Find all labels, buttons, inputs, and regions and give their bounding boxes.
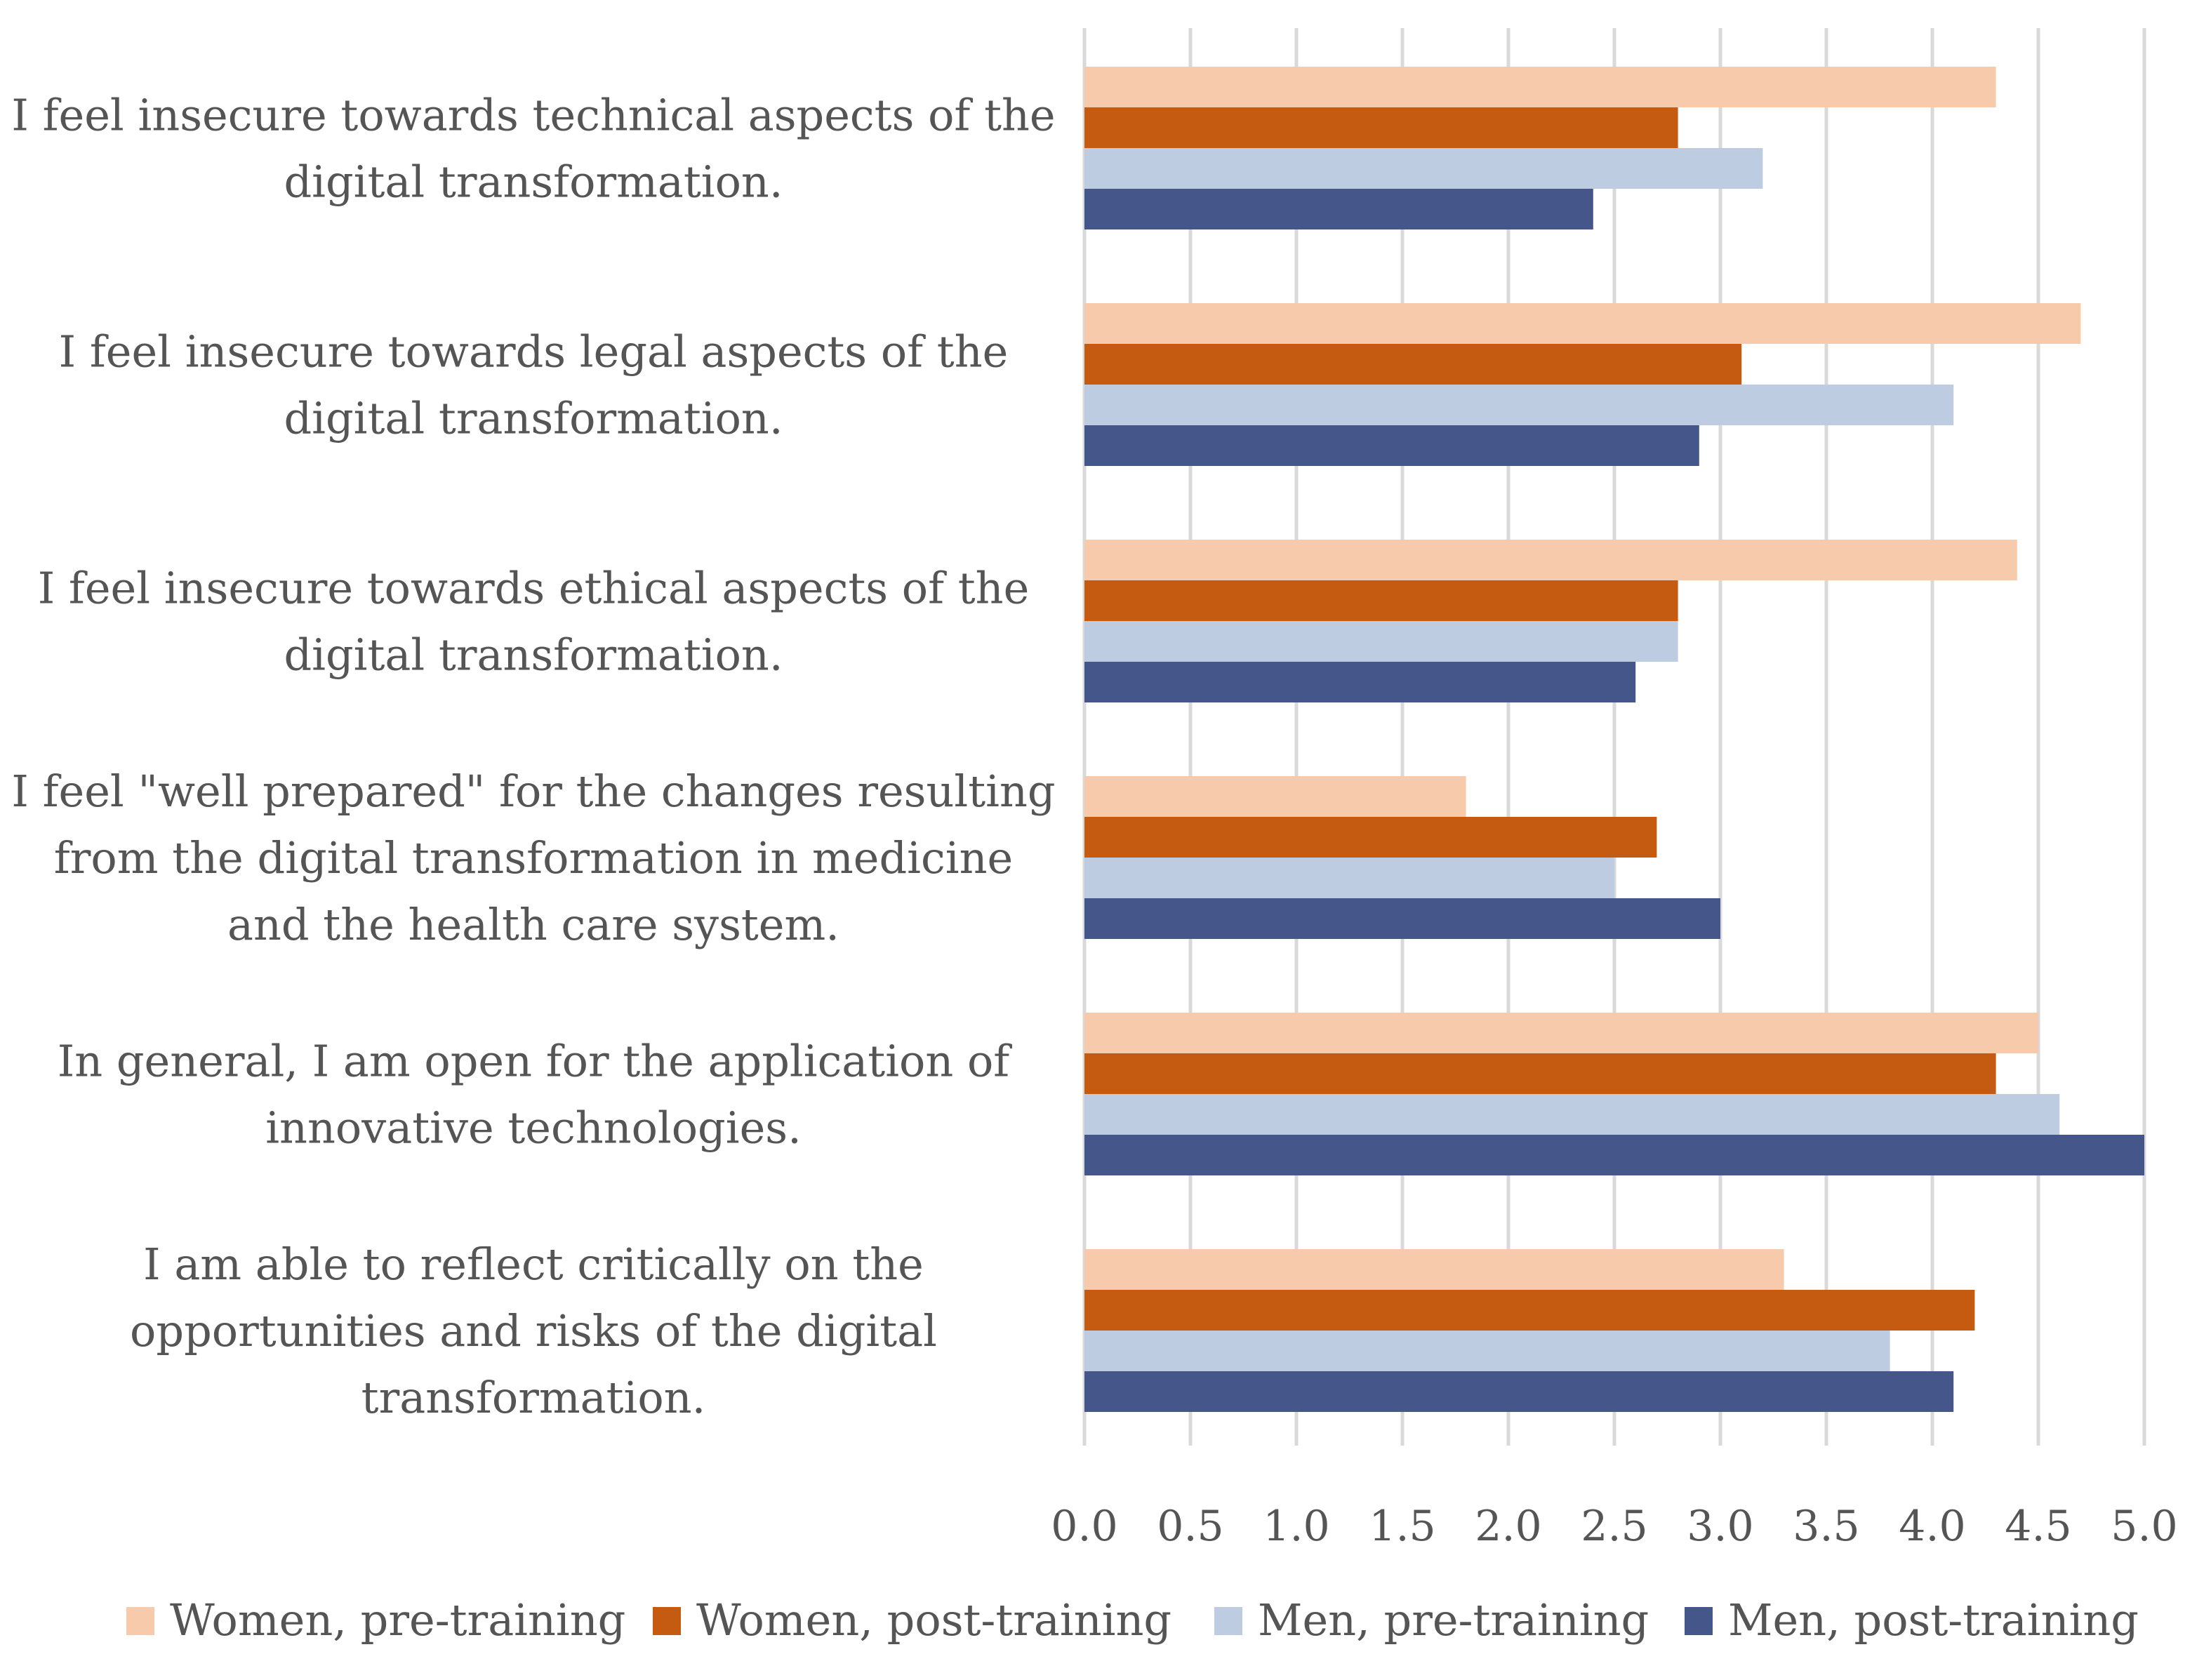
bar-men-post-training-6 [1084,1371,1954,1412]
bar-women-post-training-3 [1084,580,1678,621]
x-tick-label: 3.5 [1793,1502,1859,1551]
category-labels: I feel insecure towards technical aspect… [11,90,1055,1424]
bar-men-post-training-3 [1084,662,1636,702]
bar-men-post-training-1 [1084,189,1593,229]
x-axis-ticks: 0.0 0.5 1.0 1.5 2.0 2.5 3.0 3.5 4.0 4.5 5.0 [1051,1502,2177,1551]
bar-women-post-training-6 [1084,1290,1975,1331]
legend-label: Men, pre-training [1258,1594,1649,1646]
bar-men-pre-training-2 [1084,385,1954,425]
x-tick-label: 4.0 [1899,1502,1965,1551]
x-tick-label: 1.5 [1369,1502,1435,1551]
category-label: and the health care system. [227,899,839,950]
bar-men-pre-training-6 [1084,1331,1890,1371]
x-tick-label: 5.0 [2111,1502,2177,1551]
category-label: I feel insecure towards legal aspects of… [59,326,1009,378]
bar-women-pre-training-1 [1084,67,1996,107]
category-label: opportunities and risks of the digital [130,1305,937,1356]
category-label: digital transformation. [284,156,783,208]
category-label: In general, I am open for the applicatio… [58,1036,1013,1087]
category-label: I am able to reflect critically on the [143,1239,924,1290]
x-tick-label: 0.0 [1051,1502,1117,1551]
bar-men-pre-training-4 [1084,858,1614,898]
bar-women-pre-training-2 [1084,303,2081,344]
bar-women-post-training-5 [1084,1053,1996,1094]
x-tick-label: 3.0 [1687,1502,1753,1551]
bar-men-post-training-2 [1084,425,1699,466]
bar-men-post-training-5 [1084,1135,2144,1175]
legend-label: Men, post-training [1728,1594,2139,1646]
x-tick-label: 2.5 [1581,1502,1647,1551]
x-tick-label: 2.0 [1475,1502,1541,1551]
bar-women-pre-training-6 [1084,1249,1784,1290]
category-label: I feel insecure towards technical aspect… [11,90,1055,141]
category-label: I feel insecure towards ethical aspects … [38,563,1030,614]
category-label: I feel "well prepared" for the changes r… [11,766,1055,817]
bar-women-post-training-4 [1084,817,1657,858]
bar-women-post-training-2 [1084,344,1742,385]
legend-swatch [1685,1607,1713,1635]
bar-men-pre-training-5 [1084,1094,2060,1135]
bar-women-post-training-1 [1084,107,1678,148]
bars [1084,67,2144,1412]
legend-swatch [126,1607,154,1635]
legend-label: Women, pre-training [170,1594,625,1646]
legend-swatch [653,1607,681,1635]
category-label: from the digital transformation in medic… [54,832,1013,884]
category-label: digital transformation. [284,629,783,681]
bar-men-pre-training-3 [1084,621,1678,662]
legend-swatch [1214,1607,1242,1635]
bar-men-post-training-4 [1084,898,1720,939]
x-tick-label: 1.0 [1263,1502,1329,1551]
category-label: digital transformation. [284,393,783,444]
gridlines [1082,28,2146,1446]
category-label: innovative technologies. [265,1102,802,1154]
bar-men-pre-training-1 [1084,148,1763,189]
x-tick-label: 0.5 [1157,1502,1223,1551]
bar-women-pre-training-3 [1084,540,2017,580]
legend-label: Women, post-training [696,1594,1171,1646]
category-label: transformation. [361,1372,706,1423]
bar-women-pre-training-5 [1084,1013,2038,1053]
legend: Women, pre-training Women, post-training M… [126,1594,2139,1646]
bar-women-pre-training-4 [1084,776,1466,817]
x-tick-label: 4.5 [2005,1502,2071,1551]
